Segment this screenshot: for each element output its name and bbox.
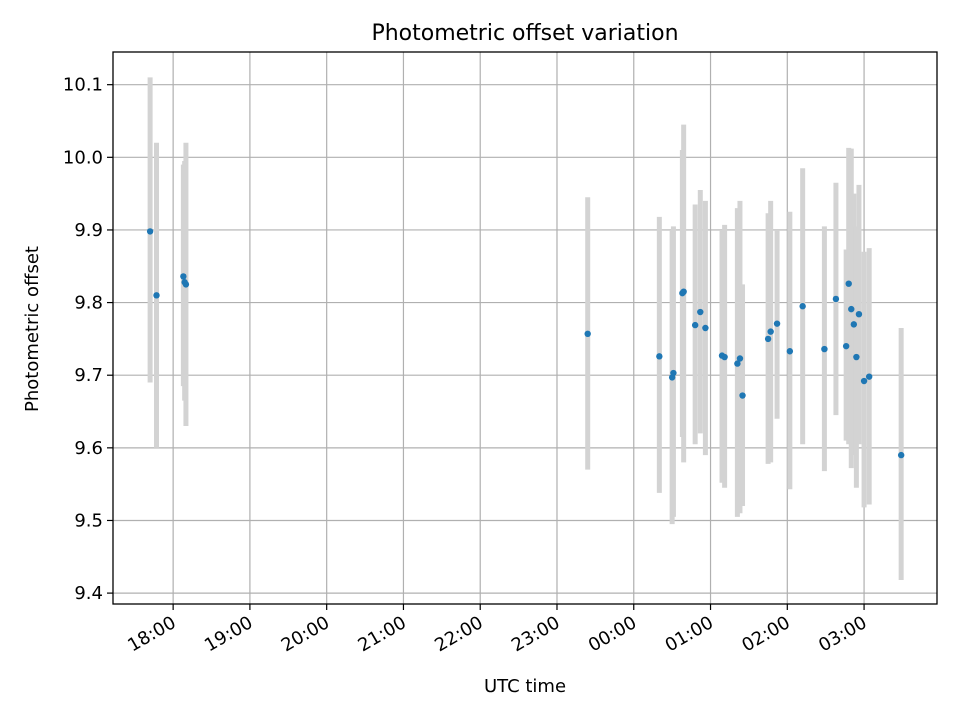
y-tick-label: 9.7 [74, 365, 103, 386]
data-point [865, 373, 873, 380]
data-point [832, 295, 840, 303]
data-point [656, 353, 663, 360]
x-axis-label: UTC time [484, 676, 566, 697]
y-tick-label: 10.1 [63, 75, 103, 96]
data-point [736, 355, 744, 362]
y-axis-label: Photometric offset [22, 246, 43, 412]
data-point [845, 280, 852, 287]
data-points [146, 228, 905, 459]
plot-frame [112, 51, 938, 605]
y-tick-label: 9.9 [74, 220, 103, 241]
data-point [773, 320, 781, 327]
data-point [767, 328, 774, 335]
data-point [697, 308, 704, 316]
data-point [680, 288, 687, 295]
data-point [850, 321, 858, 328]
chart-title: Photometric offset variation [371, 21, 678, 46]
data-point [799, 303, 806, 310]
data-point [739, 392, 746, 399]
y-tick-label: 10.0 [63, 147, 103, 168]
y-tick-label: 9.5 [74, 510, 103, 531]
data-point [670, 369, 677, 377]
data-point [860, 377, 868, 385]
data-point [853, 353, 860, 361]
y-tick-label: 9.4 [74, 583, 103, 604]
data-point [821, 345, 828, 353]
data-point [786, 348, 794, 355]
data-point [897, 451, 905, 459]
data-point [848, 305, 855, 313]
data-point [764, 335, 772, 343]
data-point [182, 281, 190, 288]
data-point [146, 228, 154, 235]
data-point [721, 353, 728, 361]
data-point [702, 324, 709, 332]
data-point [153, 292, 160, 299]
y-axis-ticks: 9.4 9.5 9.6 9.7 9.8 9.9 10.0 10.1 [63, 75, 113, 604]
data-point [734, 360, 741, 367]
y-tick-label: 9.8 [74, 293, 103, 314]
y-tick-label: 9.6 [74, 438, 103, 459]
data-point [855, 311, 863, 318]
data-point [842, 342, 850, 350]
data-point [691, 321, 699, 329]
data-point [584, 330, 591, 338]
data-point [180, 273, 187, 280]
